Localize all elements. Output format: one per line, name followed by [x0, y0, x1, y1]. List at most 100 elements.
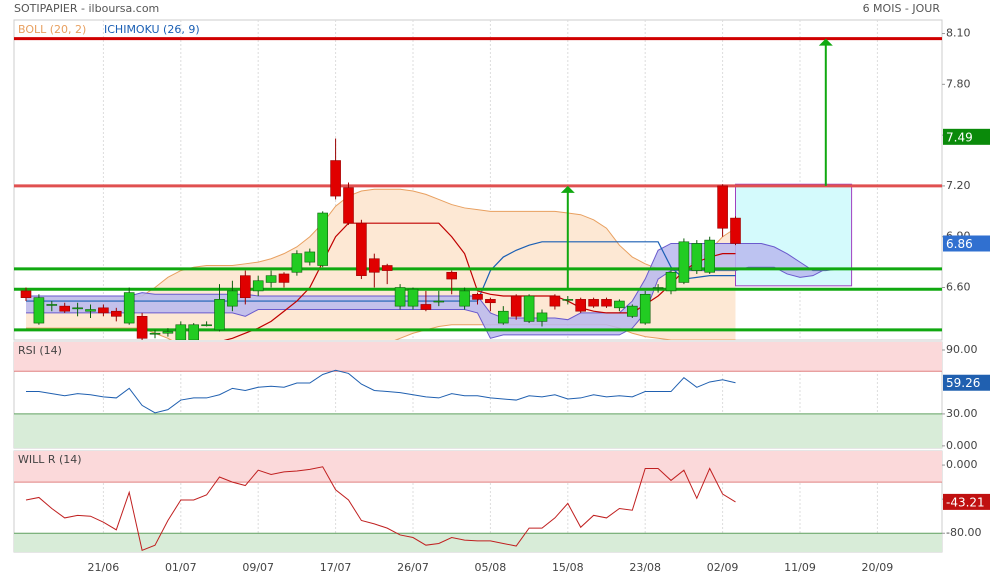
price-panel [14, 37, 942, 340]
candle-body [601, 299, 612, 307]
candle-body [136, 315, 148, 339]
x-tick-label: 11/09 [784, 561, 816, 574]
candle-body [523, 295, 535, 322]
candle-body [356, 222, 367, 276]
candle-body [717, 185, 728, 229]
x-tick-label: 05/08 [475, 561, 507, 574]
x-tick-label: 15/08 [552, 561, 584, 574]
value-badge-label: 59.26 [946, 376, 980, 390]
y-tick-label: 6.60 [946, 281, 971, 294]
x-tick-label: 20/09 [862, 561, 894, 574]
candle-body [291, 253, 303, 273]
candle-body [227, 290, 238, 307]
candle-body [665, 271, 677, 292]
candle-body [407, 288, 419, 307]
candle-body [614, 300, 625, 309]
ichimoku-kijun [26, 241, 736, 302]
candle-body [278, 273, 290, 283]
x-tick-label: 01/07 [165, 561, 197, 574]
candle-body [472, 293, 483, 300]
candle-body [214, 299, 225, 331]
y-tick-label: 0.000 [946, 458, 978, 471]
legend-entry: BOLL (20, 2) [18, 23, 86, 36]
candle-body [652, 287, 664, 289]
y-tick-label: -80.00 [946, 526, 981, 539]
period: 6 MOIS - JOUR [863, 2, 941, 15]
candle-body [562, 299, 574, 301]
arrow-head [818, 38, 833, 46]
indicator-line [25, 466, 736, 551]
candle-body [730, 217, 741, 244]
candle-body [98, 307, 109, 314]
candle-body [588, 299, 599, 307]
value-badge-label: 7.49 [946, 130, 973, 144]
y-tick-label: 30.00 [946, 407, 978, 420]
candle-body [59, 305, 71, 312]
candle-body [265, 275, 277, 283]
value-badge [943, 235, 990, 252]
candle-body [639, 293, 651, 324]
candle-body [188, 324, 199, 340]
candle-body [420, 304, 432, 310]
site-title: SOTIPAPIER - ilboursa.com [14, 2, 159, 15]
candle-body [678, 241, 690, 283]
x-tick-label: 26/07 [397, 561, 429, 574]
candle-body [240, 275, 251, 298]
candle-body [175, 324, 187, 340]
candle-body [123, 292, 135, 324]
y-tick-label: 8.10 [946, 27, 971, 40]
legend-entry: ICHIMOKU (26, 9) [104, 23, 200, 36]
y-tick-label: 90.00 [946, 343, 978, 356]
oversold-zone [14, 413, 942, 448]
candle-body [394, 287, 406, 307]
candle-body [46, 304, 58, 306]
indicator-line [26, 369, 736, 414]
candle-body [33, 297, 45, 324]
candle-body [549, 295, 561, 307]
candle-body [626, 305, 638, 317]
candle-body [201, 324, 212, 327]
arrow-head [560, 185, 575, 193]
candle-body [381, 265, 393, 271]
candle-body [162, 331, 174, 334]
panel-title: RSI (14) [18, 344, 62, 357]
y-tick-label: 7.80 [946, 77, 971, 90]
panel-title: WILL R (14) [18, 453, 82, 466]
candle-body [317, 212, 329, 266]
candle-body [20, 290, 32, 298]
x-tick-label: 02/09 [707, 561, 739, 574]
x-tick-label: 09/07 [242, 561, 274, 574]
y-tick-label: 7.20 [946, 179, 971, 192]
candle-body [330, 160, 341, 197]
value-badge [943, 128, 990, 145]
candle-body [446, 271, 458, 280]
x-tick-label: 17/07 [320, 561, 352, 574]
overbought-zone [14, 342, 942, 372]
x-tick-label: 21/06 [88, 561, 120, 574]
value-badge [943, 374, 990, 391]
candle-body [85, 309, 96, 312]
candle-body [304, 251, 316, 263]
value-badge [943, 493, 990, 510]
candle-body [536, 312, 548, 322]
candle-body [149, 332, 161, 335]
oversold-zone [14, 533, 942, 552]
candle-body [433, 300, 445, 303]
candle-body [497, 310, 509, 324]
value-badge-label: 6.86 [946, 237, 973, 251]
candle-body [72, 307, 83, 310]
ichimoku-cloud [26, 243, 929, 339]
candle-body [575, 299, 587, 312]
overbought-zone [14, 451, 942, 483]
candle-body [343, 187, 354, 224]
candle-body [510, 295, 522, 317]
candle-body [459, 290, 470, 307]
candle-body [704, 239, 716, 273]
candle-body [368, 258, 380, 273]
candle-body [111, 310, 122, 317]
candle-body [252, 280, 264, 292]
x-tick-label: 23/08 [629, 561, 661, 574]
indicator-panel [14, 451, 942, 552]
candle-body [691, 243, 703, 271]
